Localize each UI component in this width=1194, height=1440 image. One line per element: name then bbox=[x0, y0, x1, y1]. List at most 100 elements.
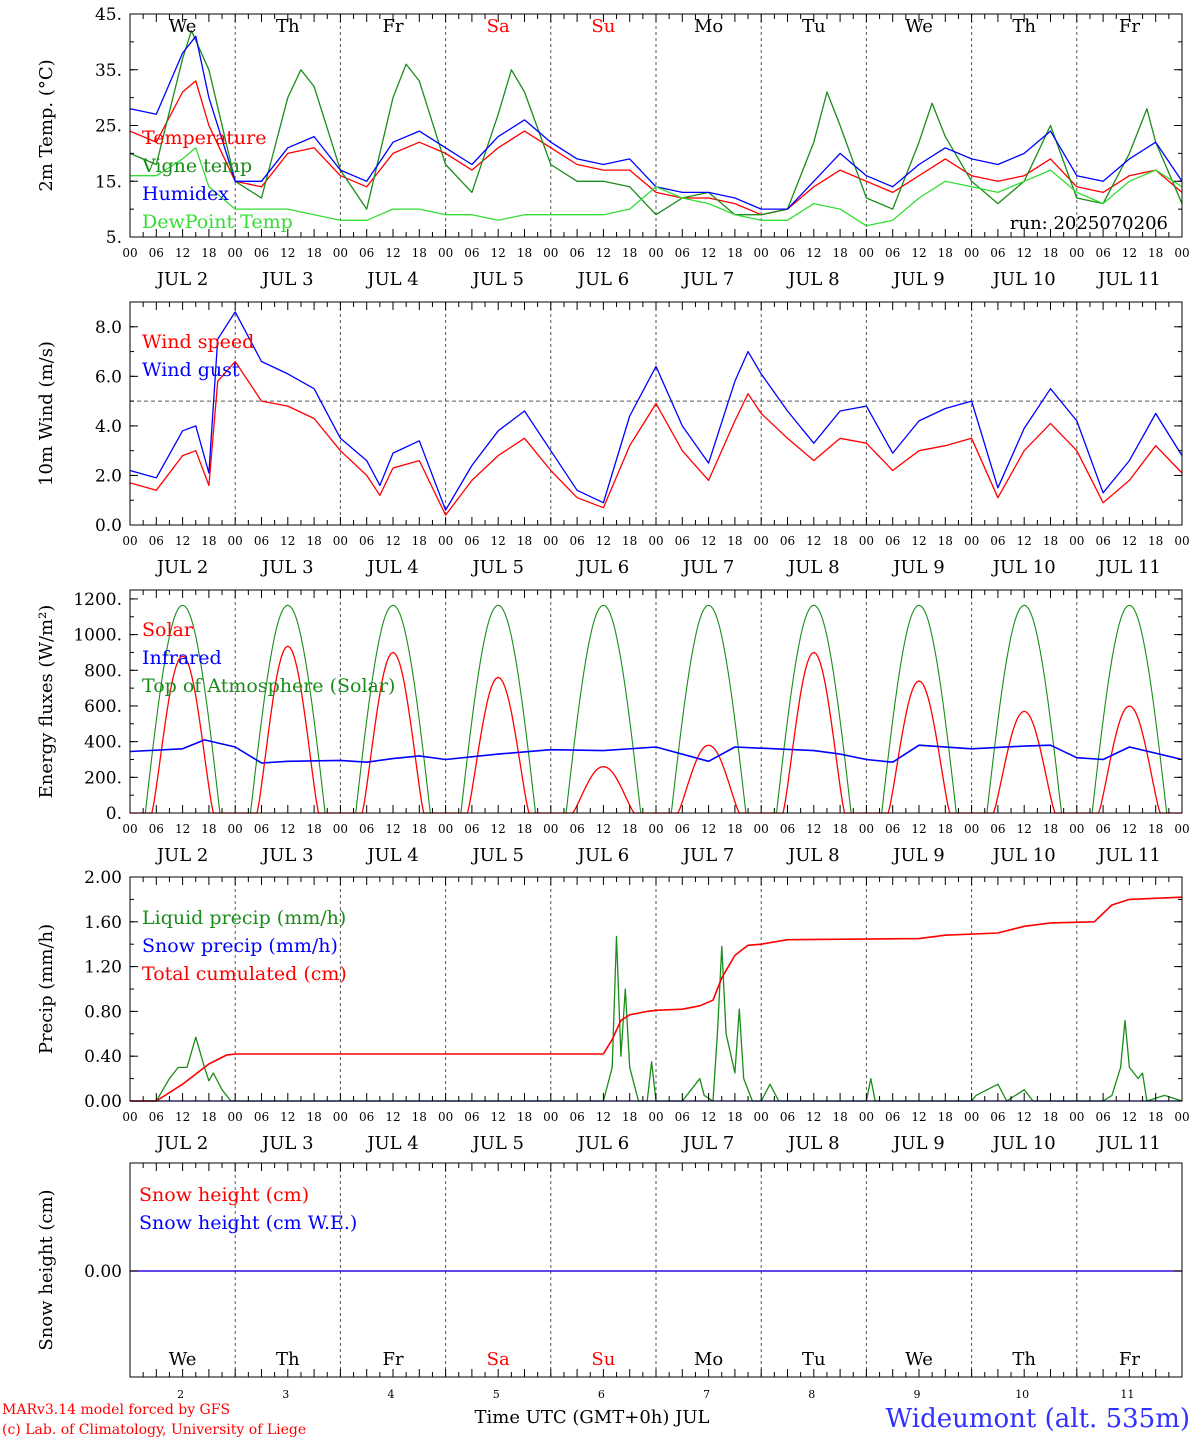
wind-hour-label: 18 bbox=[622, 534, 637, 548]
precip-hour-label: 06 bbox=[675, 1110, 690, 1124]
precip-legend-entry: Snow precip (mm/h) bbox=[142, 935, 338, 957]
energy-hour-label: 00 bbox=[122, 822, 137, 836]
energy-hour-label: 12 bbox=[1017, 822, 1032, 836]
wind-hour-label: 12 bbox=[491, 534, 506, 548]
wind-hour-label: 12 bbox=[175, 534, 190, 548]
series-total-cumulated-cm bbox=[130, 896, 1183, 1102]
temperature-hour-label: 12 bbox=[1017, 246, 1032, 260]
wind-hour-label: 18 bbox=[1043, 534, 1058, 548]
energy-hour-label: 12 bbox=[1122, 822, 1137, 836]
wind-hour-label: 00 bbox=[964, 534, 979, 548]
temperature-y-tick-label: 35. bbox=[95, 61, 122, 81]
weekday-label-bottom: Th bbox=[276, 1349, 300, 1370]
weekday-label-bottom: Sa bbox=[487, 1349, 510, 1370]
wind-date-label: JUL 5 bbox=[470, 557, 524, 578]
energy-hour-label: 12 bbox=[175, 822, 190, 836]
energy-hour-label: 00 bbox=[438, 822, 453, 836]
temperature-hour-label: 18 bbox=[1043, 246, 1058, 260]
precip-legend-entry: Liquid precip (mm/h) bbox=[142, 907, 346, 929]
temperature-legend-entry: DewPoint Temp bbox=[142, 211, 293, 233]
precip-hour-label: 06 bbox=[149, 1110, 164, 1124]
energy-y-tick-label: 400. bbox=[84, 733, 122, 753]
precip-hour-label: 06 bbox=[359, 1110, 374, 1124]
weekday-label-bottom: Tu bbox=[802, 1349, 826, 1370]
energy-hour-label: 00 bbox=[1174, 822, 1189, 836]
energy-date-label: JUL 4 bbox=[365, 845, 419, 866]
precip-legend-entry: Total cumulated (cm) bbox=[142, 963, 347, 985]
weekday-label-top: Mo bbox=[694, 16, 723, 37]
temperature-hour-label: 12 bbox=[491, 246, 506, 260]
energy-hour-label: 00 bbox=[228, 822, 243, 836]
weekday-label-bottom: We bbox=[905, 1349, 933, 1370]
wind-date-label: JUL 9 bbox=[891, 557, 945, 578]
temperature-hour-label: 18 bbox=[306, 246, 321, 260]
energy-hour-label: 18 bbox=[832, 822, 847, 836]
energy-date-label: JUL 9 bbox=[891, 845, 945, 866]
precip-hour-label: 06 bbox=[1095, 1110, 1110, 1124]
wind-date-label: JUL 7 bbox=[681, 557, 735, 578]
wind-hour-label: 18 bbox=[832, 534, 847, 548]
series-humidex bbox=[129, 35, 1183, 210]
temperature-hour-label: 12 bbox=[806, 246, 821, 260]
x-axis-title: Time UTC (GMT+0h) JUL bbox=[475, 1407, 710, 1428]
weekday-label-bottom: Th bbox=[1012, 1349, 1036, 1370]
wind-y-tick-label: 8.0 bbox=[95, 318, 122, 338]
precip-date-label: JUL 2 bbox=[155, 1133, 209, 1154]
energy-hour-label: 12 bbox=[701, 822, 716, 836]
wind-date-label: JUL 2 bbox=[155, 557, 209, 578]
snow-y-axis-title: Snow height (cm) bbox=[36, 1189, 57, 1350]
precip-date-label: JUL 10 bbox=[991, 1133, 1056, 1154]
day-number-label: 10 bbox=[1015, 1388, 1029, 1401]
wind-hour-label: 00 bbox=[543, 534, 558, 548]
temperature-hour-label: 06 bbox=[885, 246, 900, 260]
energy-hour-label: 12 bbox=[806, 822, 821, 836]
precip-y-tick-label: 0.00 bbox=[84, 1092, 122, 1112]
day-number-label: 9 bbox=[914, 1388, 921, 1401]
temperature-hour-label: 00 bbox=[438, 246, 453, 260]
wind-hour-label: 06 bbox=[885, 534, 900, 548]
wind-hour-label: 18 bbox=[517, 534, 532, 548]
wind-hour-label: 18 bbox=[727, 534, 742, 548]
energy-hour-label: 18 bbox=[938, 822, 953, 836]
day-number-label: 3 bbox=[282, 1388, 289, 1401]
wind-y-tick-label: 0.0 bbox=[95, 516, 122, 536]
temperature-hour-label: 06 bbox=[569, 246, 584, 260]
energy-date-label: JUL 6 bbox=[576, 845, 630, 866]
precip-hour-label: 18 bbox=[727, 1110, 742, 1124]
weekday-label-top: Sa bbox=[487, 16, 510, 37]
energy-hour-label: 18 bbox=[306, 822, 321, 836]
wind-hour-label: 18 bbox=[201, 534, 216, 548]
energy-hour-label: 06 bbox=[885, 822, 900, 836]
wind-hour-label: 12 bbox=[911, 534, 926, 548]
temperature-y-tick-label: 15. bbox=[95, 172, 122, 192]
precip-hour-label: 18 bbox=[622, 1110, 637, 1124]
energy-y-tick-label: 200. bbox=[84, 768, 122, 788]
temperature-hour-label: 18 bbox=[201, 246, 216, 260]
snow-legend-entry: Snow height (cm W.E.) bbox=[139, 1212, 357, 1234]
temperature-hour-label: 00 bbox=[964, 246, 979, 260]
energy-hour-label: 06 bbox=[675, 822, 690, 836]
temperature-date-label: JUL 11 bbox=[1096, 269, 1161, 290]
temperature-hour-label: 12 bbox=[911, 246, 926, 260]
energy-hour-label: 00 bbox=[1069, 822, 1084, 836]
energy-hour-label: 06 bbox=[569, 822, 584, 836]
credit-line-2: (c) Lab. of Climatology, University of L… bbox=[2, 1422, 306, 1438]
temperature-y-tick-label: 5. bbox=[106, 228, 122, 248]
precip-hour-label: 00 bbox=[228, 1110, 243, 1124]
temperature-hour-label: 12 bbox=[596, 246, 611, 260]
wind-hour-label: 12 bbox=[806, 534, 821, 548]
energy-hour-label: 18 bbox=[201, 822, 216, 836]
precip-y-axis-title: Precip (mm/h) bbox=[36, 924, 57, 1054]
station-title: Wideumont (alt. 535m) bbox=[886, 1404, 1190, 1434]
precip-hour-label: 18 bbox=[1043, 1110, 1058, 1124]
weekday-label-top: Th bbox=[1012, 16, 1036, 37]
temperature-hour-label: 00 bbox=[754, 246, 769, 260]
series-temperature bbox=[129, 80, 1183, 216]
precip-y-tick-label: 2.00 bbox=[84, 868, 122, 888]
energy-hour-label: 00 bbox=[964, 822, 979, 836]
temperature-hour-label: 18 bbox=[412, 246, 427, 260]
precip-y-tick-label: 1.60 bbox=[84, 913, 122, 933]
temperature-hour-label: 00 bbox=[543, 246, 558, 260]
wind-hour-label: 00 bbox=[333, 534, 348, 548]
